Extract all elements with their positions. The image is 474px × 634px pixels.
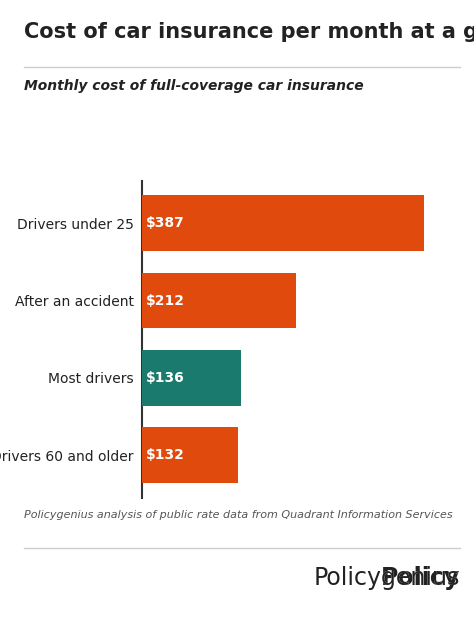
Bar — [142, 273, 296, 328]
Text: Policygenius: Policygenius — [313, 566, 460, 590]
Text: $132: $132 — [146, 448, 185, 462]
Text: $136: $136 — [146, 371, 184, 385]
Text: $387: $387 — [146, 216, 184, 230]
Bar — [142, 350, 241, 406]
Text: Policy: Policy — [381, 566, 460, 590]
Text: $212: $212 — [146, 294, 185, 307]
Bar — [142, 427, 238, 483]
Text: Monthly cost of full-coverage car insurance: Monthly cost of full-coverage car insura… — [24, 79, 364, 93]
Text: Cost of car insurance per month at a glance: Cost of car insurance per month at a gla… — [24, 22, 474, 42]
Text: Policygenius: Policygenius — [313, 566, 460, 590]
Text: Policygenius analysis of public rate data from Quadrant Information Services: Policygenius analysis of public rate dat… — [24, 510, 452, 521]
Bar — [142, 195, 424, 251]
